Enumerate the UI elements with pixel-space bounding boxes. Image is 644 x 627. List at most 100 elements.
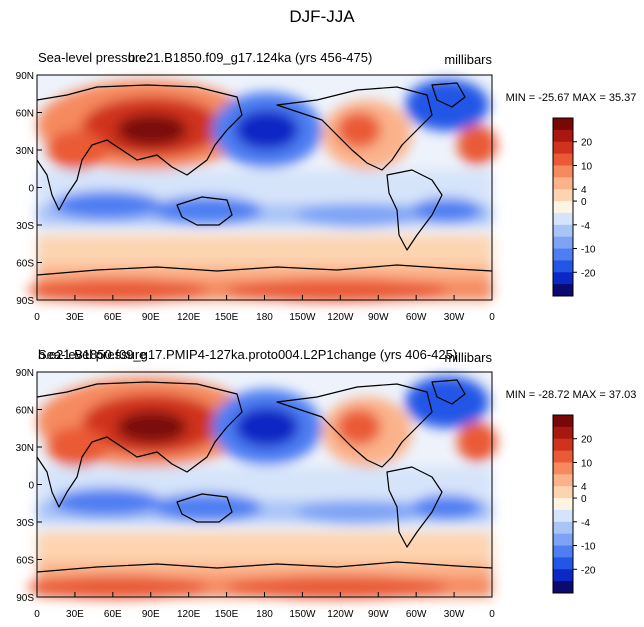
lon-tick-label: 90E <box>142 312 160 323</box>
lat-tick-label: 90N <box>16 368 34 379</box>
lon-tick-label: 150E <box>215 312 239 323</box>
lon-tick-label: 0 <box>34 312 40 323</box>
colorbar-label: -20 <box>581 268 596 279</box>
panel-1-lat-ticks: 90N 60N 30N 0 30S 60S 90S <box>16 71 42 307</box>
lon-tick-label: 30W <box>444 609 465 620</box>
colorbar-label: 0 <box>581 494 587 505</box>
panel-1-units: millibars <box>444 52 492 67</box>
colorbar-swatch <box>553 581 573 594</box>
colorbar-swatch <box>553 236 573 250</box>
lon-tick-label: 150E <box>215 609 239 620</box>
lat-tick-label: 0 <box>28 184 34 195</box>
panel-1-left-title: Sea-level pressure <box>38 50 146 65</box>
colorbar-swatch <box>553 474 573 487</box>
lon-tick-label: 180 <box>256 312 273 323</box>
colorbar-frame <box>552 414 574 594</box>
panel-2-stats: MIN = -28.72 MAX = 37.03 <box>506 389 637 401</box>
lat-tick-label: 30N <box>16 146 34 157</box>
colorbar-swatch <box>553 533 573 547</box>
colorbar-label: -20 <box>581 565 596 576</box>
lat-tick-label: 30N <box>16 443 34 454</box>
lon-tick-label: 30W <box>444 312 465 323</box>
lat-tick-label: 90S <box>16 296 34 307</box>
colorbar-swatch <box>553 521 573 535</box>
colorbar-label: -10 <box>581 542 596 553</box>
lon-tick-label: 30E <box>66 312 84 323</box>
colorbar-swatch <box>553 201 573 214</box>
panel-2-center-title: b.e21.B1850.f09_g17.PMIP4-127ka.proto004… <box>38 347 457 362</box>
colorbar-label: -4 <box>581 518 590 529</box>
panel-1-center-title: b.e21.B1850.f09_g17.124ka (yrs 456-475) <box>128 50 372 65</box>
colorbar-swatch <box>553 462 573 475</box>
lon-tick-label: 120E <box>177 609 201 620</box>
colorbar-swatch <box>553 177 573 190</box>
lon-tick-label: 90W <box>368 312 389 323</box>
colorbar-label: 4 <box>581 482 587 493</box>
lon-tick-label: 60E <box>104 312 122 323</box>
colorbar-swatch <box>553 189 573 202</box>
lat-tick-label: 30S <box>16 221 34 232</box>
colorbar-swatch <box>553 129 573 143</box>
lat-tick-label: 90N <box>16 71 34 82</box>
panel-1: Sea-level pressure b.e21.B1850.f09_g17.1… <box>16 50 637 323</box>
lat-tick-label: 90S <box>16 593 34 604</box>
panel-1-map <box>27 75 497 302</box>
colorbar-swatch <box>553 498 573 511</box>
colorbar-swatch <box>553 450 573 463</box>
colorbar-swatch <box>553 224 573 238</box>
lon-tick-label: 120E <box>177 312 201 323</box>
lon-tick-label: 0 <box>489 312 495 323</box>
panel-1-stats: MIN = -25.67 MAX = 35.37 <box>506 92 637 104</box>
lat-tick-label: 60N <box>16 406 34 417</box>
colorbar-label: 20 <box>581 138 593 149</box>
colorbar-swatch <box>553 248 573 261</box>
lon-tick-label: 150W <box>289 312 316 323</box>
colorbar-label: 4 <box>581 185 587 196</box>
lon-tick-label: 150W <box>289 609 316 620</box>
panel-2-map <box>27 372 497 599</box>
figure-title: DJF-JJA <box>289 7 355 26</box>
colorbar-label: -10 <box>581 245 596 256</box>
colorbar-label: 10 <box>581 161 593 172</box>
panel-2-lon-ticks: 0 30E 60E 90E 120E 150E 180 150W 120W 90W 60W 30W 0 <box>34 592 495 620</box>
panel-2-left-title: Sea-level pressure <box>38 347 146 362</box>
lon-tick-label: 60W <box>406 312 427 323</box>
colorbar-swatch <box>553 260 573 273</box>
colorbar-swatch <box>553 545 573 558</box>
lon-tick-label: 180 <box>256 609 273 620</box>
panel-2-colorbar: 20 10 40 -4 -10 -20 <box>552 414 596 594</box>
colorbar-swatch <box>553 438 573 452</box>
colorbar-swatch <box>553 284 573 297</box>
lon-tick-label: 0 <box>489 609 495 620</box>
colorbar-swatch <box>553 486 573 499</box>
colorbar-label: -4 <box>581 221 590 232</box>
panel-2-units: millibars <box>444 350 492 365</box>
lon-tick-label: 120W <box>327 312 354 323</box>
colorbar-swatch <box>553 509 573 523</box>
colorbar-label: 10 <box>581 458 593 469</box>
lat-tick-label: 60S <box>16 259 34 270</box>
lon-tick-label: 90W <box>368 609 389 620</box>
colorbar-swatch <box>553 118 573 131</box>
lon-tick-label: 60W <box>406 609 427 620</box>
lon-tick-label: 90E <box>142 609 160 620</box>
colorbar-swatch <box>553 569 573 582</box>
lon-tick-label: 30E <box>66 609 84 620</box>
lon-tick-label: 0 <box>34 609 40 620</box>
colorbar-swatch <box>553 212 573 226</box>
colorbar-swatch <box>553 415 573 428</box>
colorbar-swatch <box>553 165 573 178</box>
colorbar-swatch <box>553 153 573 166</box>
colorbar-swatch <box>553 557 573 570</box>
panel-2: Sea-level pressure b.e21.B1850.f09_g17.P… <box>16 347 637 620</box>
lat-tick-label: 60N <box>16 109 34 120</box>
panel-1-lon-ticks: 0 30E 60E 90E 120E 150E 180 150W 120W 90W 60W 30W 0 <box>34 295 495 323</box>
lon-tick-label: 60E <box>104 609 122 620</box>
colorbar-label: 20 <box>581 435 593 446</box>
panel-2-lat-ticks: 90N 60N 30N 0 30S 60S 90S <box>16 368 42 604</box>
lat-tick-label: 60S <box>16 556 34 567</box>
colorbar-swatch <box>553 272 573 285</box>
panel-1-colorbar: 20 10 40 -4 -10 -20 <box>552 117 596 297</box>
lon-tick-label: 120W <box>327 609 354 620</box>
